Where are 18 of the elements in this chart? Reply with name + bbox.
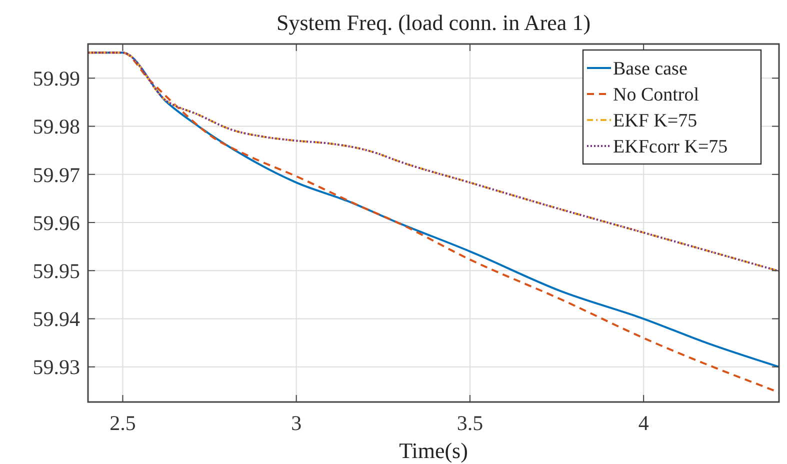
legend-label: No Control [613, 84, 700, 106]
y-tick-label: 59.93 [32, 355, 80, 380]
chart-title: System Freq. (load conn. in Area 1) [276, 10, 591, 35]
x-tick-label: 3.5 [456, 411, 484, 435]
legend-label: Base case [613, 58, 688, 80]
y-tick-label: 59.95 [32, 258, 80, 283]
x-tick-label: 2.5 [110, 411, 136, 435]
legend-label: EKF K=75 [613, 110, 698, 132]
x-tick-label: 3 [291, 411, 302, 435]
line-series [88, 52, 779, 272]
legend-label: EKFcorr K=75 [613, 136, 728, 158]
y-tick-label: 59.96 [32, 210, 80, 235]
x-tick-label: 4 [638, 411, 650, 435]
y-tick-label: 59.94 [32, 307, 80, 332]
x-axis-title: Time(s) [399, 438, 468, 463]
y-tick-label: 59.97 [32, 162, 80, 187]
y-tick-label: 59.99 [32, 66, 80, 91]
y-tick-label: 59.98 [32, 114, 80, 139]
